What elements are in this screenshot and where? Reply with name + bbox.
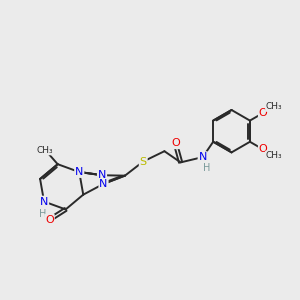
Text: N: N	[199, 152, 207, 162]
Text: H: H	[39, 209, 46, 219]
Text: O: O	[171, 138, 180, 148]
Text: N: N	[99, 179, 108, 189]
Text: N: N	[98, 170, 106, 180]
Text: CH₃: CH₃	[266, 102, 283, 111]
Text: N: N	[75, 167, 83, 177]
Text: O: O	[259, 108, 268, 118]
Text: H: H	[203, 163, 211, 173]
Text: CH₃: CH₃	[266, 151, 283, 160]
Text: CH₃: CH₃	[37, 146, 54, 154]
Text: O: O	[45, 215, 54, 225]
Text: O: O	[259, 144, 268, 154]
Text: S: S	[140, 157, 147, 166]
Text: N: N	[40, 196, 48, 207]
